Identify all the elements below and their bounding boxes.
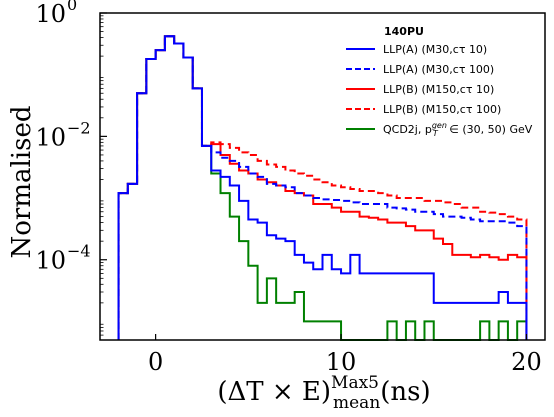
series-line-3	[117, 35, 528, 340]
x-axis-title-sub: mean	[333, 393, 380, 413]
y-tick-exponent: 0	[67, 0, 77, 14]
y-axis-title: Normalised	[7, 106, 37, 259]
x-tick-label: 0	[148, 348, 163, 376]
x-tick-label: 20	[511, 348, 542, 376]
legend-label-3: LLP(B) (M150,cτ 100)	[383, 103, 501, 116]
y-tick-label: 10	[35, 0, 66, 28]
y-tick-exponent: −2	[67, 118, 91, 137]
x-tick-label: 10	[326, 348, 357, 376]
legend-label-1: LLP(A) (M30,cτ 100)	[383, 63, 494, 76]
legend-title: 140PU	[384, 25, 424, 38]
series-line-1	[117, 35, 528, 340]
plot-frame	[99, 12, 546, 341]
legend: 140PU LLP(A) (M30,cτ 10) LLP(A) (M30,cτ 1…	[346, 25, 533, 138]
series-line-0	[117, 35, 528, 340]
y-tick-label: 10	[35, 247, 66, 275]
x-axis-title-prefix: (ΔT × E)	[217, 377, 331, 407]
series-layer	[117, 35, 528, 341]
x-axis-title-sup: Max5	[331, 373, 379, 393]
x-axis-ticks: 0 10 20	[148, 334, 542, 376]
y-tick-label: 10	[35, 123, 66, 151]
legend-label-4: QCD2j, pgen T ∈ (30, 50) GeV	[383, 121, 533, 138]
legend-label-2: LLP(B) (M150,cτ 10)	[383, 83, 494, 96]
x-axis-title-suffix: (ns)	[380, 377, 430, 407]
series-line-2	[117, 35, 528, 340]
y-tick-exponent: −4	[67, 242, 91, 261]
series-line-4	[117, 35, 528, 341]
x-axis-title: (ΔT × E)Max5 mean(ns)	[217, 373, 430, 413]
legend-label-0: LLP(A) (M30,cτ 10)	[383, 43, 487, 56]
